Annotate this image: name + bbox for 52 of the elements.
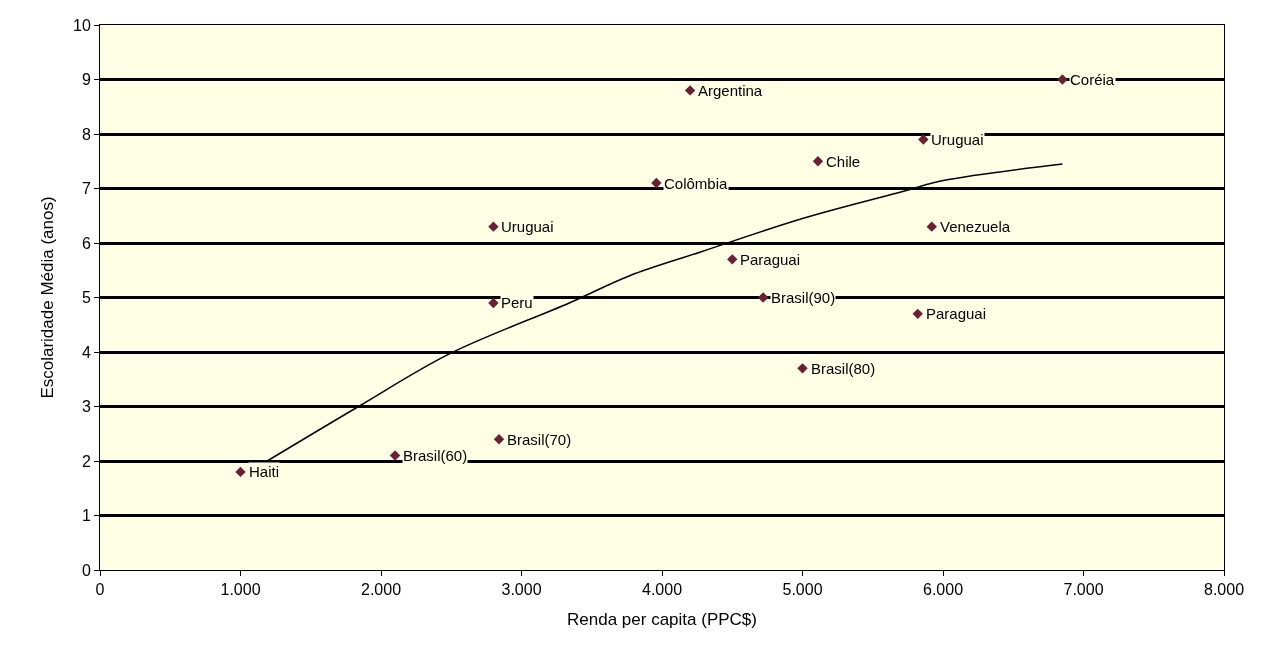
x-tick-label: 3.000 (501, 581, 542, 599)
x-tick-label: 0 (95, 581, 105, 599)
y-tick-label: 2 (81, 452, 91, 470)
data-label: Uruguai (931, 131, 984, 148)
y-tick-label: 0 (81, 561, 91, 579)
data-label: Argentina (698, 82, 763, 99)
point (389, 450, 401, 461)
x-tick-label: 5.000 (782, 581, 823, 599)
y-tick-label: 7 (81, 180, 91, 198)
x-tick-label: 2.000 (360, 581, 402, 599)
x-tick-label: 7.000 (1063, 581, 1104, 599)
point (488, 221, 499, 232)
point (651, 177, 662, 189)
data-label: Brasil(80) (811, 360, 876, 377)
y-tick-label: 6 (81, 234, 91, 252)
x-tick-label: 4.000 (641, 581, 683, 599)
point (684, 85, 696, 96)
data-label: Brasil(70) (507, 431, 572, 448)
data-label: Chile (826, 153, 861, 170)
y-tick-label: 8 (81, 125, 91, 143)
data-label: Uruguai (501, 218, 554, 235)
data-label: Venezuela (940, 218, 1011, 235)
y-tick-label: 4 (81, 343, 91, 361)
x-tick-label: 8.000 (1203, 581, 1245, 599)
data-label: Brasil(60) (403, 447, 468, 464)
y-tick-label: 5 (81, 289, 91, 307)
x-axis-title: Renda per capita (PPC$) (567, 609, 757, 629)
point (918, 134, 929, 145)
point (797, 363, 808, 374)
x-tick-label: 1.000 (220, 581, 261, 599)
data-label: Paraguai (740, 251, 801, 268)
point (235, 466, 246, 478)
x-tick-label: 6.000 (922, 581, 964, 599)
point (757, 292, 769, 303)
point (912, 308, 923, 320)
point (926, 221, 937, 232)
y-axis-title: Escolaridade Média (anos) (37, 196, 57, 399)
data-label: Peru (501, 294, 533, 311)
y-tick-label: 3 (81, 398, 91, 416)
point (493, 434, 505, 445)
y-tick-label: 9 (81, 71, 91, 89)
data-label: Colômbia (664, 175, 729, 192)
point (1057, 74, 1068, 85)
data-label: Paraguai (926, 305, 987, 322)
point (488, 297, 499, 309)
y-tick-label: 10 (73, 16, 91, 34)
data-label: Coréia (1070, 71, 1115, 88)
y-tick-label: 1 (81, 507, 91, 525)
point (812, 156, 824, 167)
data-label: Haiti (249, 463, 280, 480)
data-label: Brasil(90) (771, 289, 836, 306)
point (727, 254, 738, 265)
